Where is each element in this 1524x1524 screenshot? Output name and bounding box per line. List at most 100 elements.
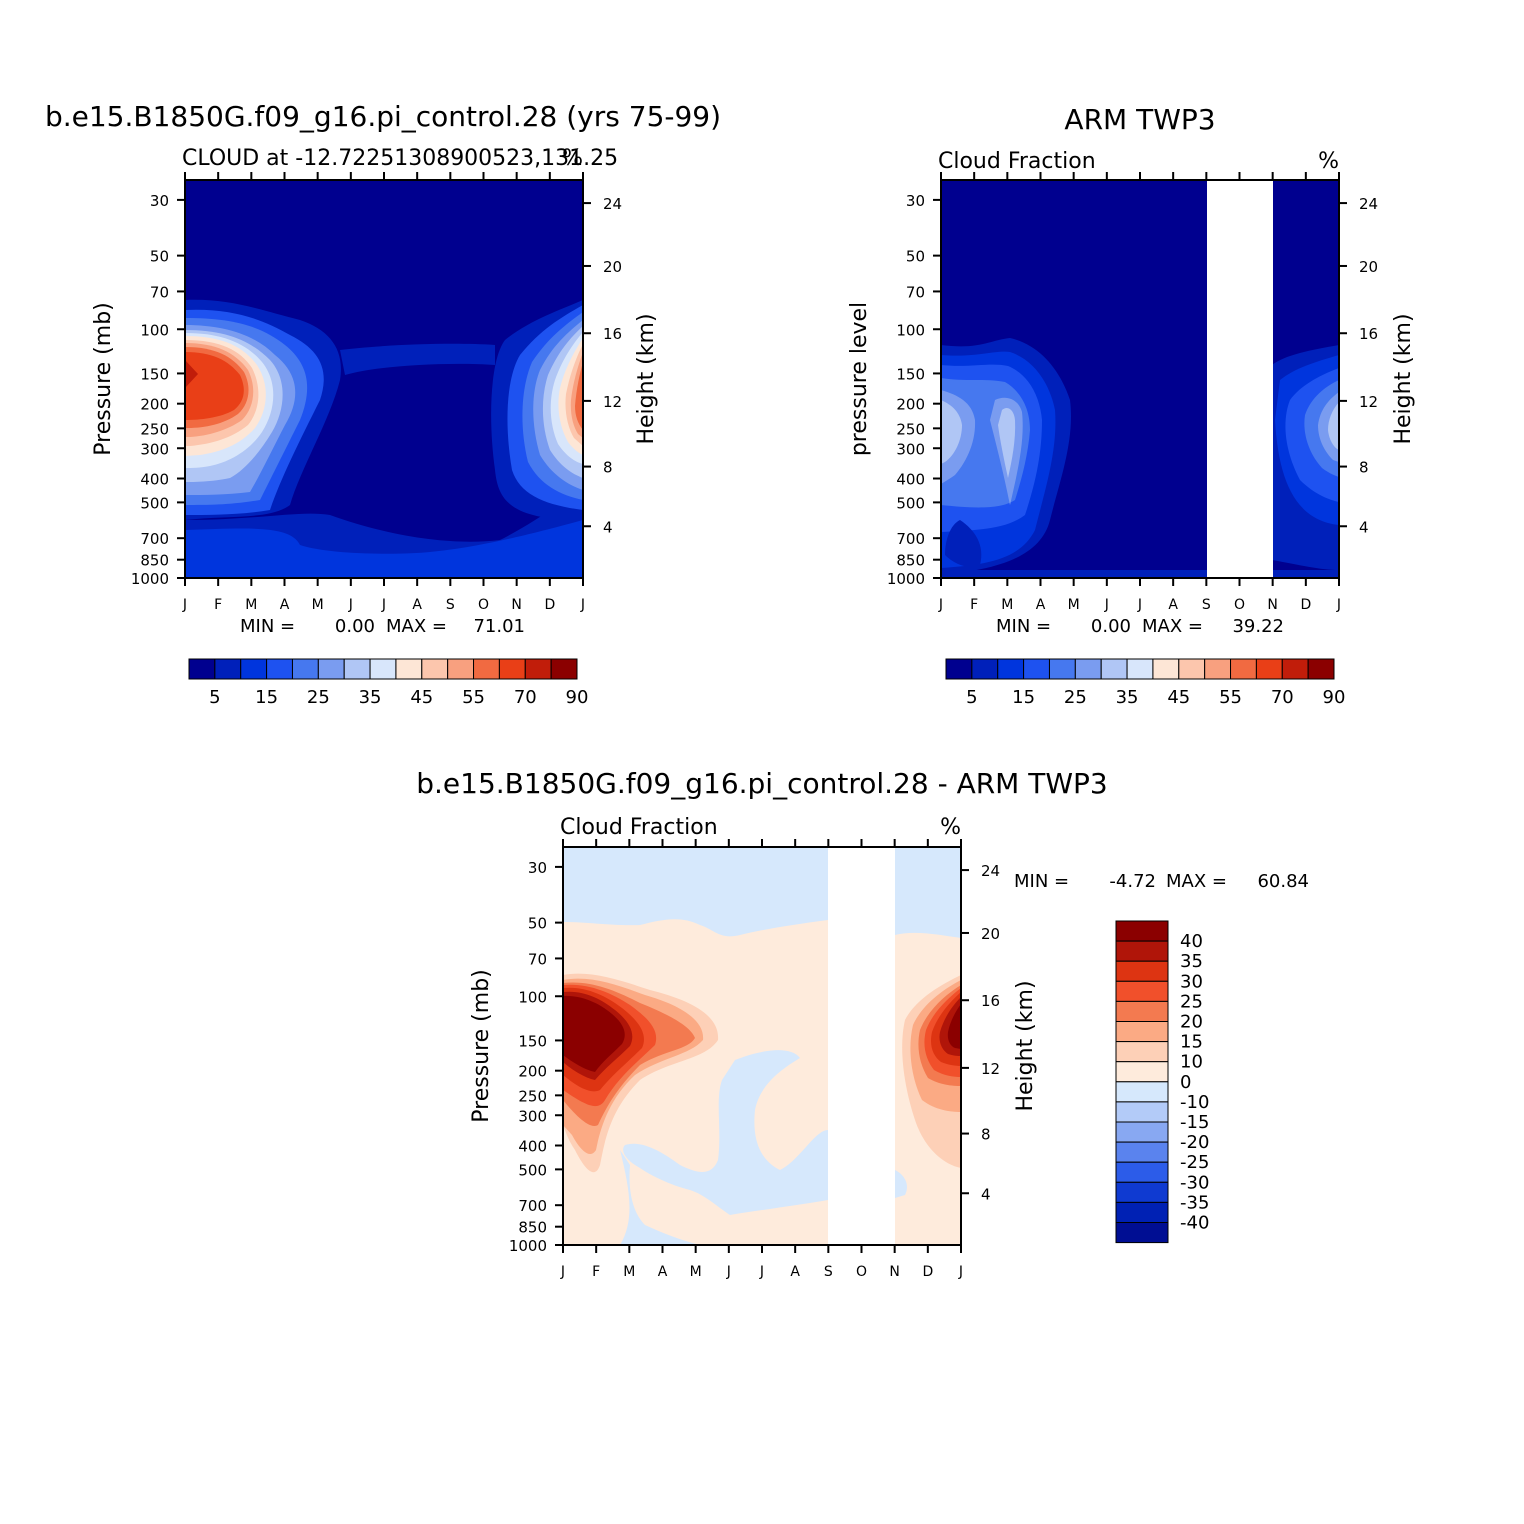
x-tick-label: N: [511, 597, 521, 613]
colorbar-label: -20: [1180, 1132, 1209, 1153]
panel-model-units: %: [562, 146, 583, 171]
y-tick-label: 850: [140, 552, 169, 570]
x-tick-label: J: [726, 1264, 731, 1280]
y-tick-label: 70: [528, 950, 547, 968]
y-tick-label: 150: [518, 1032, 547, 1050]
x-tick-label: A: [1036, 597, 1046, 613]
panel-model-colorbar: 5 15 25 35 45 55 70 90: [188, 658, 588, 708]
y-tick-label: 300: [896, 440, 925, 458]
panel-diff-title: b.e15.B1850G.f09_g16.pi_control.28 - ARM…: [416, 767, 1107, 800]
y-tick-label: 200: [140, 396, 169, 414]
min-label: MIN =: [240, 616, 295, 637]
colorbar-box: [266, 658, 293, 680]
colorbar-box: [369, 658, 397, 680]
y-right-tick-label: 24: [981, 862, 1000, 880]
max-label: MAX =: [386, 616, 447, 637]
x-tick-label: M: [312, 597, 324, 613]
colorbar-box: [1152, 658, 1180, 680]
colorbar-box: [473, 658, 500, 680]
x-tick-label: J: [759, 1264, 764, 1280]
panel-diff-units: %: [940, 815, 961, 840]
x-tick-label: J: [1104, 597, 1109, 613]
y-right-tick-label: 20: [1359, 258, 1378, 276]
y-tick-label: 1000: [131, 570, 169, 588]
panel-obs-colorbar: 5 15 25 35 45 55 70 90: [945, 658, 1345, 708]
y-right-tick-label: 4: [1359, 518, 1369, 536]
min-value: 0.00: [335, 616, 375, 637]
min-label: MIN =: [1014, 871, 1069, 892]
panel-model-ylabel-right: Height (km): [634, 313, 659, 444]
panel-obs-ylabel: pressure level: [847, 302, 872, 456]
y-right-tick-label: 16: [981, 992, 1000, 1010]
x-tick-label: N: [889, 1264, 899, 1280]
x-tick-label: F: [970, 597, 978, 613]
y-tick-label: 400: [140, 471, 169, 489]
colorbar-label: 70: [514, 687, 537, 708]
colorbar-label: 25: [1064, 687, 1087, 708]
y-tick-label: 50: [150, 248, 169, 266]
colorbar-label: -25: [1180, 1152, 1209, 1173]
panel-obs-subtitle: Cloud Fraction: [938, 149, 1096, 174]
colorbar-label: 20: [1180, 1012, 1203, 1033]
y-tick-label: 300: [140, 440, 169, 458]
y-right-tick-label: 20: [603, 258, 622, 276]
y-right-tick-label: 4: [603, 518, 613, 536]
x-tick-label: J: [348, 597, 353, 613]
colorbar-label: 35: [1116, 687, 1139, 708]
colorbar-box: [421, 658, 449, 680]
colorbar-box: [1115, 1121, 1169, 1143]
colorbar-box: [1074, 658, 1102, 680]
y-tick-label: 30: [150, 192, 169, 210]
panel-model-axes: J F M A M J J A S O N D J 30 50 70 100 150 200 250 300 400 500…: [131, 172, 622, 613]
colorbar-box: [1115, 1041, 1169, 1063]
colorbar-label: 45: [1167, 687, 1190, 708]
colorbar-label: 45: [410, 687, 433, 708]
max-value: 60.84: [1257, 871, 1309, 892]
colorbar-box: [240, 658, 268, 680]
x-tick-label: O: [1234, 597, 1245, 613]
y-tick-label: 250: [518, 1087, 547, 1105]
min-value: -4.72: [1109, 871, 1156, 892]
colorbar-box: [1307, 658, 1335, 680]
colorbar-label: -15: [1180, 1112, 1209, 1133]
panel-obs: ARM TWP3 Cloud Fraction %: [847, 103, 1416, 708]
x-tick-label: J: [1137, 597, 1142, 613]
min-label: MIN =: [996, 616, 1051, 637]
y-right-tick-label: 24: [603, 195, 622, 213]
y-tick-label: 30: [528, 859, 547, 877]
panel-obs-title: ARM TWP3: [1064, 103, 1215, 136]
y-tick-label: 200: [518, 1063, 547, 1081]
colorbar-label: 5: [966, 687, 977, 708]
x-tick-label: M: [690, 1264, 702, 1280]
y-tick-label: 400: [518, 1138, 547, 1156]
colorbar-box: [1204, 658, 1232, 680]
x-tick-label: M: [623, 1264, 635, 1280]
x-tick-label: J: [580, 597, 585, 613]
x-tick-label: A: [280, 597, 290, 613]
colorbar-label: 25: [307, 687, 330, 708]
x-tick-label: M: [245, 597, 257, 613]
y-right-tick-label: 8: [981, 1126, 991, 1144]
y-tick-label: 300: [518, 1107, 547, 1125]
y-tick-label: 200: [896, 396, 925, 414]
colorbar-label: 55: [462, 687, 485, 708]
y-right-tick-label: 16: [603, 325, 622, 343]
panel-diff-subtitle: Cloud Fraction: [560, 815, 718, 840]
colorbar-box: [1281, 658, 1309, 680]
x-tick-label: A: [1168, 597, 1178, 613]
colorbar-label: -40: [1180, 1213, 1209, 1234]
panel-diff-stats: MIN = -4.72 MAX = 60.84: [1014, 871, 1309, 892]
x-tick-label: A: [658, 1264, 668, 1280]
colorbar-box: [550, 658, 578, 680]
colorbar-box: [188, 658, 216, 680]
colorbar-box: [447, 658, 475, 680]
colorbar-label: -10: [1180, 1092, 1209, 1113]
x-tick-label: A: [790, 1264, 800, 1280]
colorbar-label: 10: [1180, 1052, 1203, 1073]
colorbar-box: [1115, 1000, 1169, 1023]
x-tick-label: J: [938, 597, 943, 613]
x-tick-label: A: [412, 597, 422, 613]
colorbar-box: [1255, 658, 1283, 680]
y-tick-label: 700: [518, 1197, 547, 1215]
y-tick-label: 100: [896, 321, 925, 339]
